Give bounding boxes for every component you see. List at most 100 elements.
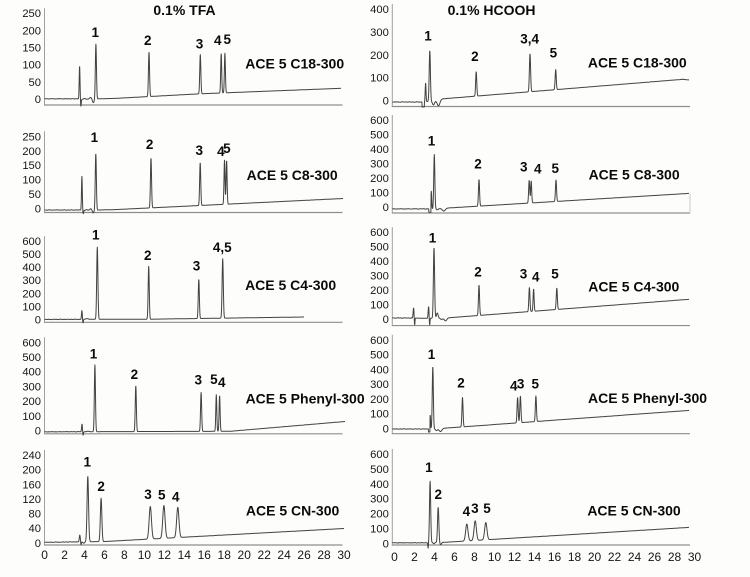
svg-text:300: 300 bbox=[22, 275, 41, 287]
svg-text:8: 8 bbox=[121, 548, 128, 562]
svg-text:80: 80 bbox=[29, 509, 41, 521]
svg-text:200: 200 bbox=[370, 285, 389, 297]
svg-text:0: 0 bbox=[35, 538, 41, 550]
svg-text:16: 16 bbox=[548, 550, 562, 564]
svg-text:0.1% TFA: 0.1% TFA bbox=[153, 2, 215, 18]
svg-text:400: 400 bbox=[22, 367, 41, 379]
svg-text:3: 3 bbox=[196, 143, 204, 158]
svg-text:10: 10 bbox=[488, 550, 502, 564]
svg-text:1: 1 bbox=[424, 29, 432, 44]
svg-text:0: 0 bbox=[35, 204, 41, 216]
svg-text:0: 0 bbox=[383, 424, 389, 436]
svg-text:10: 10 bbox=[138, 548, 152, 562]
svg-text:28: 28 bbox=[668, 550, 682, 564]
svg-text:100: 100 bbox=[370, 73, 389, 85]
svg-text:ACE 5 Phenyl-300: ACE 5 Phenyl-300 bbox=[588, 390, 707, 406]
svg-text:4: 4 bbox=[534, 162, 542, 177]
svg-text:600: 600 bbox=[22, 337, 41, 349]
svg-text:200: 200 bbox=[22, 25, 41, 37]
svg-text:5: 5 bbox=[210, 372, 218, 387]
svg-text:5: 5 bbox=[550, 45, 558, 60]
svg-text:6: 6 bbox=[101, 548, 108, 562]
svg-text:2: 2 bbox=[474, 264, 482, 279]
svg-text:26: 26 bbox=[648, 550, 662, 564]
svg-text:20: 20 bbox=[588, 550, 602, 564]
svg-text:14: 14 bbox=[528, 550, 542, 564]
svg-text:250: 250 bbox=[22, 131, 41, 143]
svg-text:4: 4 bbox=[431, 550, 438, 564]
svg-text:5: 5 bbox=[551, 266, 559, 281]
svg-text:400: 400 bbox=[370, 144, 389, 156]
svg-text:ACE 5 C4-300: ACE 5 C4-300 bbox=[245, 277, 336, 293]
svg-text:0: 0 bbox=[383, 538, 389, 550]
svg-text:1: 1 bbox=[428, 347, 436, 362]
svg-text:500: 500 bbox=[370, 242, 389, 254]
svg-text:3,4: 3,4 bbox=[520, 31, 539, 46]
svg-text:100: 100 bbox=[370, 188, 389, 200]
svg-text:100: 100 bbox=[370, 300, 389, 312]
svg-text:100: 100 bbox=[22, 60, 41, 72]
svg-text:100: 100 bbox=[22, 175, 41, 187]
svg-text:5: 5 bbox=[551, 161, 559, 176]
svg-text:4: 4 bbox=[463, 504, 471, 519]
svg-text:4,5: 4,5 bbox=[213, 240, 232, 255]
svg-text:150: 150 bbox=[22, 160, 41, 172]
svg-text:0: 0 bbox=[41, 548, 48, 562]
svg-text:1: 1 bbox=[428, 133, 436, 148]
svg-text:5: 5 bbox=[223, 32, 231, 47]
svg-text:ACE 5 CN-300: ACE 5 CN-300 bbox=[246, 502, 340, 518]
svg-text:2: 2 bbox=[97, 479, 105, 494]
svg-text:240: 240 bbox=[22, 450, 41, 462]
svg-text:1: 1 bbox=[84, 455, 92, 470]
svg-text:30: 30 bbox=[688, 550, 702, 564]
svg-text:600: 600 bbox=[22, 236, 41, 248]
svg-text:200: 200 bbox=[370, 173, 389, 185]
svg-text:2: 2 bbox=[457, 375, 465, 390]
svg-text:2: 2 bbox=[435, 487, 443, 502]
svg-text:200: 200 bbox=[370, 50, 389, 62]
svg-text:4: 4 bbox=[81, 548, 88, 562]
svg-text:300: 300 bbox=[22, 381, 41, 393]
svg-text:100: 100 bbox=[22, 411, 41, 423]
svg-text:4: 4 bbox=[172, 490, 180, 505]
svg-text:3: 3 bbox=[195, 372, 203, 387]
svg-text:500: 500 bbox=[370, 464, 389, 476]
svg-text:500: 500 bbox=[370, 130, 389, 142]
svg-text:24: 24 bbox=[628, 550, 642, 564]
svg-text:4: 4 bbox=[218, 375, 226, 390]
svg-text:18: 18 bbox=[218, 548, 232, 562]
svg-text:50: 50 bbox=[29, 189, 41, 201]
svg-text:250: 250 bbox=[22, 8, 41, 20]
svg-text:2: 2 bbox=[471, 49, 479, 64]
svg-text:5: 5 bbox=[158, 488, 166, 503]
svg-text:4: 4 bbox=[217, 144, 225, 159]
svg-text:160: 160 bbox=[22, 479, 41, 491]
svg-text:300: 300 bbox=[370, 494, 389, 506]
svg-text:400: 400 bbox=[370, 256, 389, 268]
svg-text:0: 0 bbox=[391, 550, 398, 564]
svg-text:400: 400 bbox=[370, 4, 389, 16]
svg-text:12: 12 bbox=[508, 550, 522, 564]
svg-text:0: 0 bbox=[35, 94, 41, 106]
svg-text:300: 300 bbox=[370, 159, 389, 171]
svg-text:0.1% HCOOH: 0.1% HCOOH bbox=[448, 2, 536, 18]
svg-text:18: 18 bbox=[568, 550, 582, 564]
svg-text:400: 400 bbox=[370, 479, 389, 491]
svg-text:ACE 5 CN-300: ACE 5 CN-300 bbox=[587, 502, 681, 518]
svg-text:1: 1 bbox=[425, 460, 433, 475]
svg-text:0: 0 bbox=[35, 426, 41, 438]
svg-text:120: 120 bbox=[22, 494, 41, 506]
svg-text:2: 2 bbox=[144, 248, 152, 263]
svg-text:0: 0 bbox=[383, 96, 389, 108]
svg-text:0: 0 bbox=[383, 202, 389, 214]
svg-text:30: 30 bbox=[337, 548, 351, 562]
svg-text:1: 1 bbox=[91, 130, 99, 145]
svg-text:100: 100 bbox=[370, 523, 389, 535]
svg-text:26: 26 bbox=[297, 548, 311, 562]
svg-text:2: 2 bbox=[146, 137, 154, 152]
svg-text:300: 300 bbox=[370, 271, 389, 283]
svg-text:24: 24 bbox=[277, 548, 291, 562]
svg-text:1: 1 bbox=[429, 230, 437, 245]
svg-text:100: 100 bbox=[370, 409, 389, 421]
svg-text:300: 300 bbox=[370, 379, 389, 391]
